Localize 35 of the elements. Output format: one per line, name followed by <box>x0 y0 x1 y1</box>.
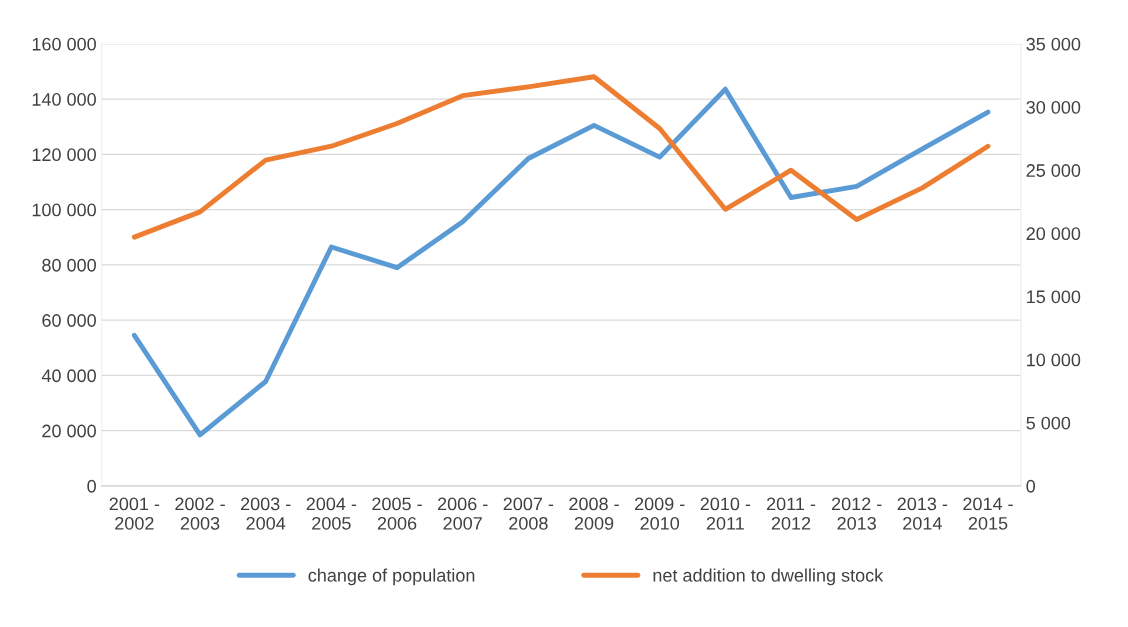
x-tick-label: 2014 - 2015 <box>963 497 1013 530</box>
y-tick-label: 40 000 <box>41 369 96 383</box>
y2-tick-label: 0 <box>1026 479 1036 493</box>
y2-tick-label: 30 000 <box>1026 100 1081 114</box>
y-tick-label: 80 000 <box>42 258 96 272</box>
y2-tick-label: 25 000 <box>1026 164 1081 177</box>
y-tick-label: 0 <box>87 479 96 493</box>
x-tick-label: 2008 - 2009 <box>569 497 619 530</box>
x-tick-label: 2005 - 2006 <box>372 497 422 530</box>
y2-tick-label: 15 000 <box>1027 290 1081 304</box>
x-tick-label: 2003 - 2004 <box>241 497 291 530</box>
y2-tick-label: 20 000 <box>1026 227 1081 241</box>
y2-tick-label: 5 000 <box>1026 416 1071 430</box>
y-tick-label: 160 000 <box>32 37 96 51</box>
y-tick-label: 20 000 <box>42 424 96 438</box>
line-series <box>131 86 991 438</box>
y-tick-label: 60 000 <box>42 314 96 327</box>
x-tick-label: 2001 - 2002 <box>109 497 160 530</box>
legend-label: change of population <box>308 568 475 586</box>
x-tick-label: 2010 - 2011 <box>700 497 751 530</box>
x-tick-label: 2012 - 2013 <box>831 497 882 530</box>
y2-tick-label: 10 000 <box>1027 353 1081 367</box>
x-tick-label: 2009 - 2010 <box>634 497 685 530</box>
legend-label: net addition to dwelling stock <box>653 568 884 586</box>
x-tick-label: 2006 - 2007 <box>437 497 488 530</box>
x-tick-label: 2007 - 2008 <box>503 497 554 530</box>
x-tick-label: 2013 - 2014 <box>897 497 948 530</box>
y2-tick-label: 35 000 <box>1026 37 1081 51</box>
x-tick-label: 2004 - 2005 <box>306 497 357 530</box>
y-tick-label: 100 000 <box>32 203 96 217</box>
y-tick-label: 140 000 <box>32 93 96 106</box>
x-tick-label: 2002 - 2003 <box>175 497 225 530</box>
line-series <box>131 74 991 240</box>
y-tick-label: 120 000 <box>32 148 96 162</box>
x-tick-label: 2011 - 2012 <box>766 497 816 530</box>
